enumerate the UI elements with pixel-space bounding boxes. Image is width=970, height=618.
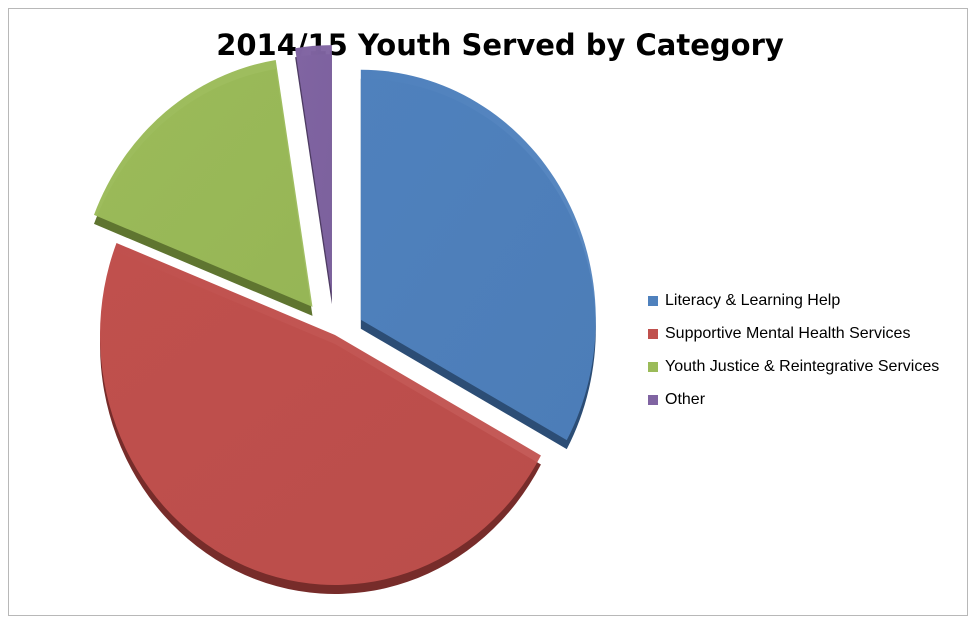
slice-youth-justice — [93, 59, 313, 307]
legend-swatch-other — [648, 394, 658, 405]
slice-mental-health — [99, 242, 541, 586]
legend-label-youth-justice: Youth Justice & Reintegrative Services — [665, 357, 940, 375]
legend-item-youth-justice: Youth Justice & Reintegrative Services — [648, 350, 968, 383]
legend-item-other: Other — [648, 383, 968, 416]
legend-label-literacy: Literacy & Learning Help — [665, 291, 841, 309]
slice-literacy — [360, 69, 596, 441]
chart-legend: Literacy & Learning Help Supportive Ment… — [648, 284, 968, 416]
legend-swatch-youth-justice — [648, 361, 658, 372]
legend-item-literacy: Literacy & Learning Help — [648, 284, 968, 317]
legend-swatch-literacy — [648, 295, 658, 306]
legend-label-other: Other — [665, 390, 706, 408]
legend-label-mental-health: Supportive Mental Health Services — [665, 324, 911, 342]
legend-swatch-mental-health — [648, 328, 658, 339]
legend-item-mental-health: Supportive Mental Health Services — [648, 317, 968, 350]
slice-other — [295, 45, 332, 296]
